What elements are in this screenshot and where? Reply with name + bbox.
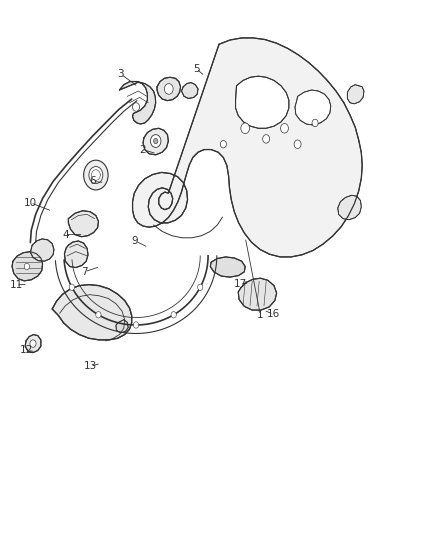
Circle shape	[133, 103, 140, 111]
Text: 3: 3	[117, 69, 124, 79]
Circle shape	[150, 135, 161, 148]
Circle shape	[84, 160, 108, 190]
Polygon shape	[68, 211, 99, 237]
Circle shape	[30, 340, 36, 348]
Circle shape	[241, 123, 250, 134]
Polygon shape	[120, 82, 155, 124]
Circle shape	[164, 84, 173, 94]
Text: 16: 16	[267, 309, 280, 319]
Polygon shape	[236, 76, 289, 128]
Polygon shape	[338, 195, 361, 220]
Polygon shape	[133, 38, 362, 257]
Circle shape	[294, 140, 301, 149]
Circle shape	[69, 284, 74, 290]
Circle shape	[171, 312, 177, 318]
Text: 7: 7	[81, 267, 88, 277]
Circle shape	[220, 141, 226, 148]
Text: 11: 11	[9, 280, 23, 289]
Circle shape	[24, 263, 29, 270]
Polygon shape	[210, 257, 245, 277]
Circle shape	[96, 312, 101, 318]
Circle shape	[263, 135, 270, 143]
Circle shape	[312, 119, 318, 127]
Polygon shape	[12, 252, 42, 281]
Polygon shape	[52, 285, 132, 340]
Polygon shape	[295, 90, 331, 125]
Polygon shape	[347, 85, 364, 104]
Text: 13: 13	[84, 361, 97, 372]
Polygon shape	[116, 320, 128, 333]
Text: 9: 9	[132, 236, 138, 246]
Text: 4: 4	[62, 230, 69, 240]
Polygon shape	[157, 77, 180, 101]
Polygon shape	[30, 239, 54, 261]
Polygon shape	[25, 335, 41, 353]
Polygon shape	[143, 128, 168, 155]
Polygon shape	[64, 241, 88, 268]
Text: 12: 12	[20, 345, 34, 356]
Text: 17: 17	[233, 279, 247, 288]
Text: 1: 1	[257, 310, 264, 320]
Circle shape	[281, 124, 288, 133]
Circle shape	[134, 322, 139, 328]
Circle shape	[198, 284, 203, 290]
Circle shape	[153, 139, 158, 144]
Text: 2: 2	[139, 144, 146, 155]
Text: 6: 6	[89, 176, 95, 187]
Polygon shape	[181, 83, 198, 99]
Text: 10: 10	[24, 198, 37, 208]
Text: 5: 5	[193, 64, 200, 74]
Polygon shape	[238, 278, 277, 310]
Circle shape	[89, 166, 103, 183]
